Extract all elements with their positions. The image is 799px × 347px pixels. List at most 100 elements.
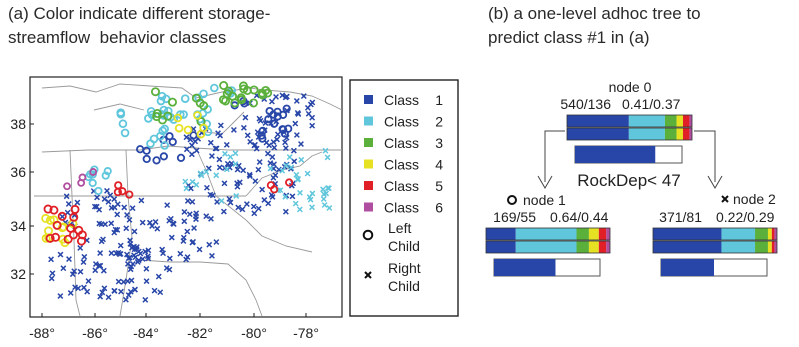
- right-child-marker: [264, 150, 271, 157]
- right-child-marker: [71, 268, 78, 275]
- right-child-marker: [292, 120, 299, 127]
- right-child-marker: [157, 289, 164, 296]
- right-child-marker: [118, 288, 124, 295]
- left-child-marker: [270, 185, 279, 194]
- right-child-marker: [117, 242, 124, 249]
- node2-bar-top-segment-class-5: [771, 228, 775, 240]
- right-child-marker: [57, 251, 64, 258]
- right-child-marker: [320, 191, 327, 198]
- node1-bar-bottom-segment-class-2: [515, 241, 577, 253]
- right-child-marker: [215, 130, 221, 137]
- left-child-marker: [57, 211, 67, 221]
- right-child-marker: [189, 178, 196, 185]
- node2-target-fill: [661, 259, 714, 276]
- right-child-marker: [128, 263, 135, 270]
- right-child-marker: [295, 111, 302, 117]
- legend-swatch-class-2: [364, 116, 373, 126]
- right-child-marker: [291, 158, 298, 165]
- gauge-markers: [41, 80, 333, 303]
- right-child-marker: [75, 285, 82, 292]
- left-child-marker: [116, 108, 126, 117]
- right-child-marker: [92, 267, 99, 274]
- legend-right-child-icon: [364, 271, 372, 279]
- right-child-marker: [184, 197, 191, 204]
- right-child-marker: [232, 161, 239, 168]
- right-child-marker: [113, 250, 120, 257]
- right-child-marker: [216, 156, 223, 163]
- node2-bar-top-segment-class-2: [721, 228, 756, 240]
- right-child-marker: [271, 144, 278, 151]
- right-child-marker: [143, 278, 150, 285]
- right-child-marker: [213, 239, 220, 245]
- node0-bar-top-frame: [566, 114, 693, 128]
- right-child-marker: [144, 253, 151, 260]
- right-child-marker: [48, 256, 55, 263]
- right-child-marker: [123, 225, 130, 232]
- left-child-marker: [160, 141, 169, 150]
- left-child-marker: [163, 111, 173, 121]
- right-child-marker: [120, 279, 127, 285]
- right-child-marker: [267, 160, 274, 167]
- node2-bar-bottom-segment-class-2: [721, 241, 756, 253]
- right-child-marker: [293, 132, 300, 138]
- right-child-marker: [135, 248, 142, 255]
- right-child-marker: [139, 256, 146, 262]
- right-child-marker: [289, 193, 296, 200]
- right-child-marker: [290, 147, 297, 154]
- node2-bar-top-segment-class-4: [767, 228, 772, 240]
- right-child-marker: [132, 286, 138, 293]
- right-child-marker: [66, 256, 72, 263]
- node2-bar-bottom-segment-class-6: [774, 241, 777, 253]
- left-child-marker: [142, 154, 151, 164]
- left-child-marker: [180, 94, 190, 103]
- right-child-marker: [183, 185, 190, 192]
- legend-class-number: 2: [435, 114, 443, 130]
- right-child-marker: [218, 197, 225, 204]
- left-child-marker: [76, 236, 86, 246]
- right-child-marker: [297, 189, 303, 196]
- right-child-marker: [97, 250, 104, 257]
- right-child-marker: [146, 219, 153, 226]
- legend-swatch-class-6: [364, 202, 373, 212]
- left-child-marker: [43, 204, 53, 214]
- node0-bar-top-segment-class-3: [664, 115, 677, 127]
- right-child-marker: [155, 273, 162, 280]
- right-child-marker: [255, 205, 262, 212]
- node1-bar-top-segment-class-2: [515, 228, 577, 240]
- right-child-marker: [223, 141, 230, 148]
- y-tick-label: 32: [10, 266, 26, 282]
- right-child-marker: [240, 124, 247, 131]
- right-child-marker: [164, 202, 171, 209]
- right-child-marker: [114, 201, 121, 208]
- right-child-marker: [160, 250, 166, 257]
- node0-bar-bottom-segment-class-2: [628, 128, 665, 140]
- right-child-marker: [230, 126, 237, 133]
- right-child-marker: [213, 145, 220, 152]
- left-child-marker: [238, 81, 248, 91]
- right-child-marker: [265, 200, 272, 207]
- right-child-marker: [220, 208, 227, 215]
- left-child-marker: [113, 187, 122, 197]
- left-child-marker: [49, 205, 59, 215]
- right-child-marker: [212, 145, 219, 152]
- right-child-marker: [121, 204, 128, 211]
- right-child-marker: [286, 154, 293, 161]
- node1-target-fill: [494, 259, 556, 276]
- right-child-marker: [105, 294, 112, 301]
- left-child-marker: [189, 131, 198, 140]
- right-child-marker: [190, 238, 197, 245]
- left-child-marker: [265, 106, 274, 116]
- right-child-marker: [94, 194, 100, 201]
- right-child-marker: [279, 167, 286, 174]
- right-child-marker: [272, 172, 279, 179]
- right-child-marker: [184, 254, 191, 261]
- right-child-marker: [293, 98, 300, 104]
- left-child-marker: [156, 131, 165, 141]
- left-child-marker: [282, 104, 291, 113]
- right-child-marker: [108, 220, 115, 227]
- left-child-marker: [118, 187, 127, 196]
- left-child-marker: [199, 89, 208, 99]
- right-child-marker: [100, 236, 106, 243]
- edge-right-arrowhead: [707, 175, 723, 189]
- legend-swatch-class-5: [364, 181, 373, 190]
